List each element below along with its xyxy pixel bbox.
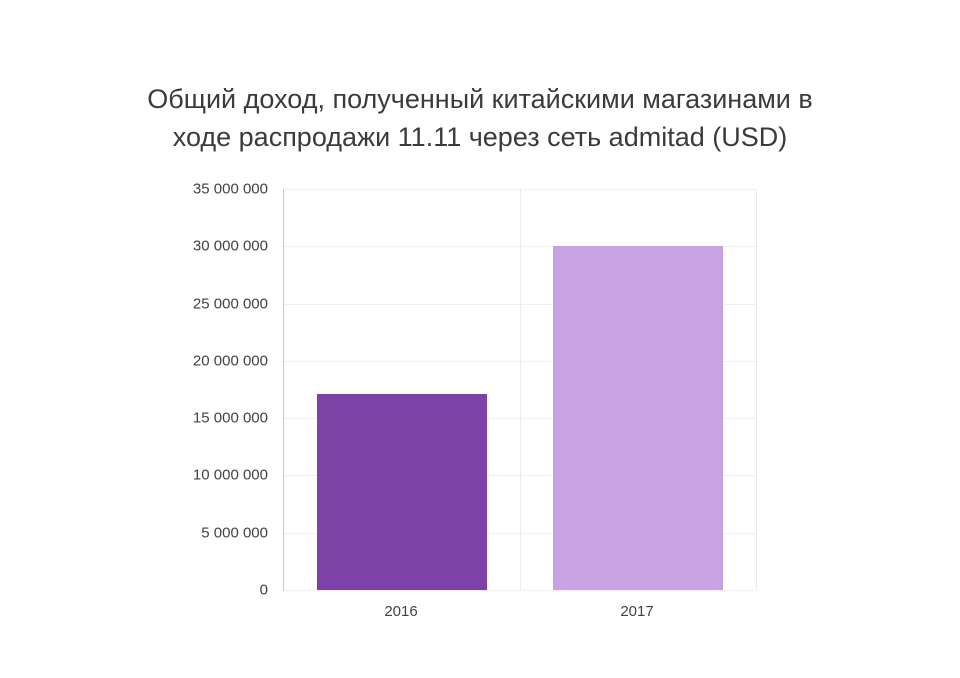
plot-area: [283, 189, 757, 591]
y-tick-label: 10 000 000: [192, 466, 268, 484]
y-tick-label: 20 000 000: [192, 352, 268, 370]
y-tick-label: 35 000 000: [192, 180, 268, 198]
h-gridline: [284, 590, 756, 591]
x-tick-label: 2017: [620, 603, 654, 620]
y-axis: 0 5 000 000 10 000 000 15 000 000 20 000 000…: [110, 181, 268, 599]
bar-2017: [553, 246, 723, 590]
v-gridline: [756, 189, 757, 590]
y-tick-label: 15 000 000: [192, 409, 268, 427]
y-tick-label: 25 000 000: [192, 295, 268, 313]
chart-title: Общий доход, полученный китайскими магаз…: [0, 80, 960, 156]
y-tick-label: 30 000 000: [192, 237, 268, 255]
v-gridline: [520, 189, 521, 590]
bar-2016: [317, 394, 487, 590]
y-tick-label: 5 000 000: [201, 524, 268, 542]
x-tick-label: 2016: [384, 603, 418, 620]
x-axis: 2016 2017: [283, 603, 755, 620]
chart-title-line-2: ходе распродажи 11.11 через сеть admitad…: [172, 122, 788, 152]
chart-title-line-1: Общий доход, полученный китайскими магаз…: [147, 84, 813, 114]
y-tick-label: 0: [259, 581, 268, 599]
